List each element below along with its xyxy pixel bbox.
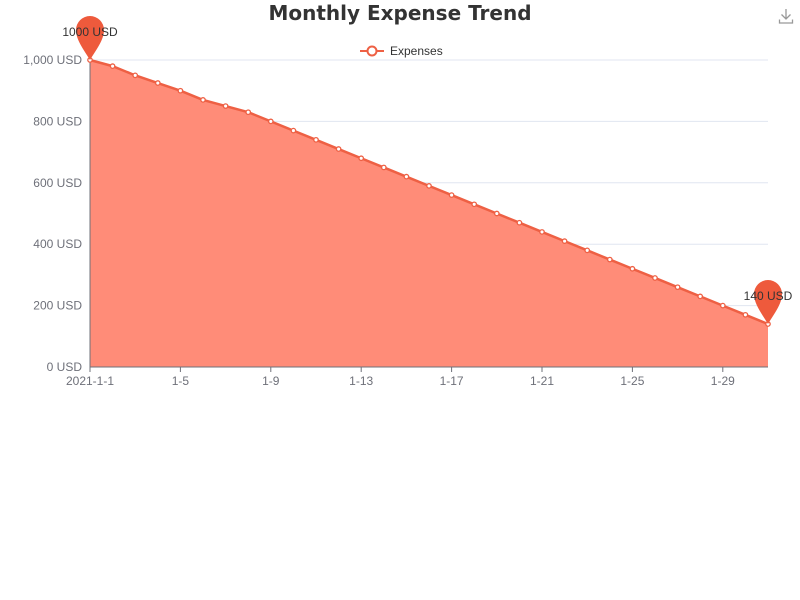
x-tick-label: 1-5 xyxy=(172,374,190,388)
y-tick-label: 0 USD xyxy=(47,360,83,374)
data-point[interactable] xyxy=(426,183,432,189)
markpoint-max[interactable]: 1000 USD xyxy=(62,16,118,60)
data-point[interactable] xyxy=(652,275,658,281)
markpoint-min[interactable]: 140 USD xyxy=(744,280,793,325)
expenses-area xyxy=(90,60,768,367)
data-point[interactable] xyxy=(584,247,591,254)
x-tick-label: 1-21 xyxy=(530,374,554,388)
data-point[interactable] xyxy=(109,63,116,69)
data-point[interactable] xyxy=(290,127,297,134)
data-point[interactable] xyxy=(516,219,523,226)
data-point[interactable] xyxy=(335,146,342,152)
data-point[interactable] xyxy=(200,97,206,103)
data-point[interactable] xyxy=(403,173,410,180)
data-point[interactable] xyxy=(674,284,681,291)
data-point[interactable] xyxy=(267,118,274,125)
area-layer xyxy=(89,58,769,367)
y-tick-label: 200 USD xyxy=(33,299,82,313)
legend[interactable]: Expenses xyxy=(360,44,443,58)
x-tick-label: 1-9 xyxy=(262,374,280,388)
data-point[interactable] xyxy=(448,192,455,198)
point-layer xyxy=(87,57,771,327)
legend-circle-icon xyxy=(366,45,378,57)
data-point[interactable] xyxy=(245,109,252,116)
data-point[interactable] xyxy=(539,229,545,235)
data-point[interactable] xyxy=(222,103,229,109)
data-point[interactable] xyxy=(313,136,319,143)
x-tick-label: 1-25 xyxy=(620,374,644,388)
data-point[interactable] xyxy=(132,72,139,79)
data-point[interactable] xyxy=(471,201,478,208)
y-tick-label: 600 USD xyxy=(33,176,82,190)
data-point[interactable] xyxy=(493,210,500,217)
data-point[interactable] xyxy=(561,238,568,244)
data-point[interactable] xyxy=(719,302,726,309)
data-point[interactable] xyxy=(154,80,161,86)
data-point[interactable] xyxy=(177,87,184,94)
download-icon[interactable] xyxy=(778,8,794,24)
chart-title: Monthly Expense Trend xyxy=(268,1,531,25)
data-point[interactable] xyxy=(742,311,749,318)
y-tick-label: 400 USD xyxy=(33,237,82,251)
markpoint-layer: 1000 USD 140 USD xyxy=(62,16,793,325)
data-point[interactable] xyxy=(358,155,365,162)
data-point[interactable] xyxy=(380,164,387,171)
x-tick-label: 1-17 xyxy=(440,374,464,388)
data-point[interactable] xyxy=(606,256,613,263)
legend-label: Expenses xyxy=(390,44,443,58)
axis-layer: 0 USD 200 USD 400 USD 600 USD 800 USD 1,000 U… xyxy=(23,53,768,388)
markpoint-label: 140 USD xyxy=(744,289,793,303)
x-tick-label: 1-29 xyxy=(711,374,735,388)
x-tick-label: 1-13 xyxy=(349,374,373,388)
y-tick-label: 1,000 USD xyxy=(23,53,82,67)
data-point[interactable] xyxy=(697,293,704,300)
markpoint-label: 1000 USD xyxy=(62,25,118,39)
x-tick-label: 2021-1-1 xyxy=(66,374,114,388)
pin-marker-icon xyxy=(754,280,782,325)
y-tick-label: 800 USD xyxy=(33,114,82,128)
pin-marker-icon xyxy=(76,16,104,60)
data-point[interactable] xyxy=(629,265,636,272)
